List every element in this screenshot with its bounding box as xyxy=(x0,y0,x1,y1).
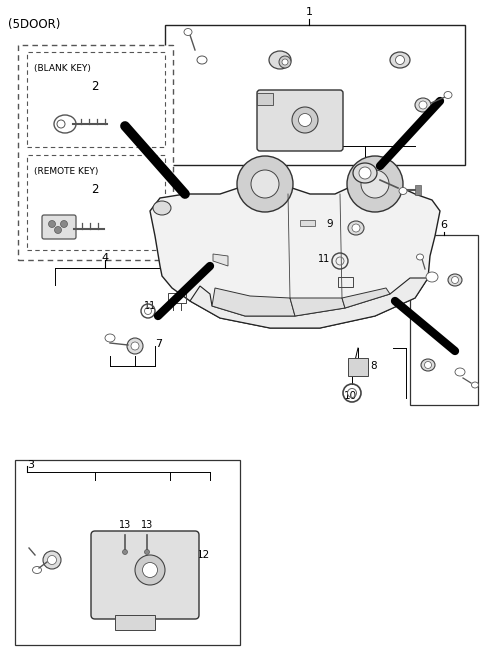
Ellipse shape xyxy=(417,254,423,260)
Ellipse shape xyxy=(421,359,435,371)
Text: (5DOOR): (5DOOR) xyxy=(8,18,60,31)
Text: 13: 13 xyxy=(119,520,131,530)
Ellipse shape xyxy=(348,221,364,235)
Bar xyxy=(18,45,173,260)
Ellipse shape xyxy=(144,550,149,554)
Polygon shape xyxy=(212,288,295,316)
Ellipse shape xyxy=(184,28,192,35)
Ellipse shape xyxy=(135,555,165,585)
Ellipse shape xyxy=(143,562,157,577)
Text: 13: 13 xyxy=(141,520,153,530)
Ellipse shape xyxy=(426,272,438,282)
Ellipse shape xyxy=(279,56,291,68)
Polygon shape xyxy=(290,298,345,316)
Ellipse shape xyxy=(452,276,458,283)
Circle shape xyxy=(48,220,56,228)
Bar xyxy=(257,93,273,105)
Ellipse shape xyxy=(390,52,410,68)
Text: 11: 11 xyxy=(318,254,330,264)
Bar xyxy=(338,277,353,287)
Text: 2: 2 xyxy=(91,80,99,93)
Circle shape xyxy=(60,220,68,228)
Ellipse shape xyxy=(282,59,288,65)
Ellipse shape xyxy=(424,361,432,369)
Ellipse shape xyxy=(57,120,65,128)
Bar xyxy=(27,155,165,250)
Text: 9: 9 xyxy=(326,219,333,229)
Bar xyxy=(300,220,315,226)
Text: (REMOTE KEY): (REMOTE KEY) xyxy=(34,167,98,176)
Bar xyxy=(348,358,368,376)
Ellipse shape xyxy=(131,342,139,350)
Ellipse shape xyxy=(54,115,76,133)
Ellipse shape xyxy=(359,167,371,179)
Ellipse shape xyxy=(444,91,452,98)
Text: 1: 1 xyxy=(305,7,312,17)
Text: 6: 6 xyxy=(441,220,447,230)
Circle shape xyxy=(251,170,279,198)
Bar xyxy=(115,615,155,630)
Ellipse shape xyxy=(122,550,128,554)
Text: 8: 8 xyxy=(370,361,377,371)
Ellipse shape xyxy=(396,56,405,64)
Ellipse shape xyxy=(471,382,479,388)
Ellipse shape xyxy=(448,274,462,286)
Text: 12: 12 xyxy=(197,550,210,560)
FancyBboxPatch shape xyxy=(257,90,343,151)
Text: 4: 4 xyxy=(101,253,108,263)
Text: 5: 5 xyxy=(361,176,369,186)
Circle shape xyxy=(237,156,293,212)
Ellipse shape xyxy=(269,51,291,69)
Bar xyxy=(165,25,465,165)
Polygon shape xyxy=(213,254,228,266)
Bar xyxy=(415,185,421,195)
Text: 7: 7 xyxy=(155,339,162,349)
FancyBboxPatch shape xyxy=(42,215,76,239)
FancyBboxPatch shape xyxy=(91,531,199,619)
Circle shape xyxy=(347,156,403,212)
Ellipse shape xyxy=(353,163,377,183)
Ellipse shape xyxy=(153,201,171,215)
Ellipse shape xyxy=(127,338,143,354)
Ellipse shape xyxy=(399,188,407,194)
Text: 3: 3 xyxy=(27,460,34,470)
Bar xyxy=(168,293,186,303)
Polygon shape xyxy=(150,184,440,328)
Text: 2: 2 xyxy=(91,183,99,196)
Circle shape xyxy=(55,226,61,234)
Ellipse shape xyxy=(415,98,431,112)
Ellipse shape xyxy=(43,551,61,569)
Ellipse shape xyxy=(455,368,465,376)
Text: 11: 11 xyxy=(144,301,156,311)
Polygon shape xyxy=(342,288,390,308)
Text: (BLANK KEY): (BLANK KEY) xyxy=(34,64,91,73)
Ellipse shape xyxy=(33,567,41,573)
Ellipse shape xyxy=(292,107,318,133)
Ellipse shape xyxy=(48,556,57,565)
Ellipse shape xyxy=(352,224,360,232)
Polygon shape xyxy=(190,278,428,328)
Ellipse shape xyxy=(105,334,115,342)
Bar xyxy=(27,52,165,147)
Bar xyxy=(410,235,478,405)
Text: 10: 10 xyxy=(343,391,357,401)
Ellipse shape xyxy=(419,101,427,109)
Ellipse shape xyxy=(299,113,312,127)
Bar xyxy=(15,460,240,645)
Circle shape xyxy=(361,170,389,198)
Ellipse shape xyxy=(197,56,207,64)
